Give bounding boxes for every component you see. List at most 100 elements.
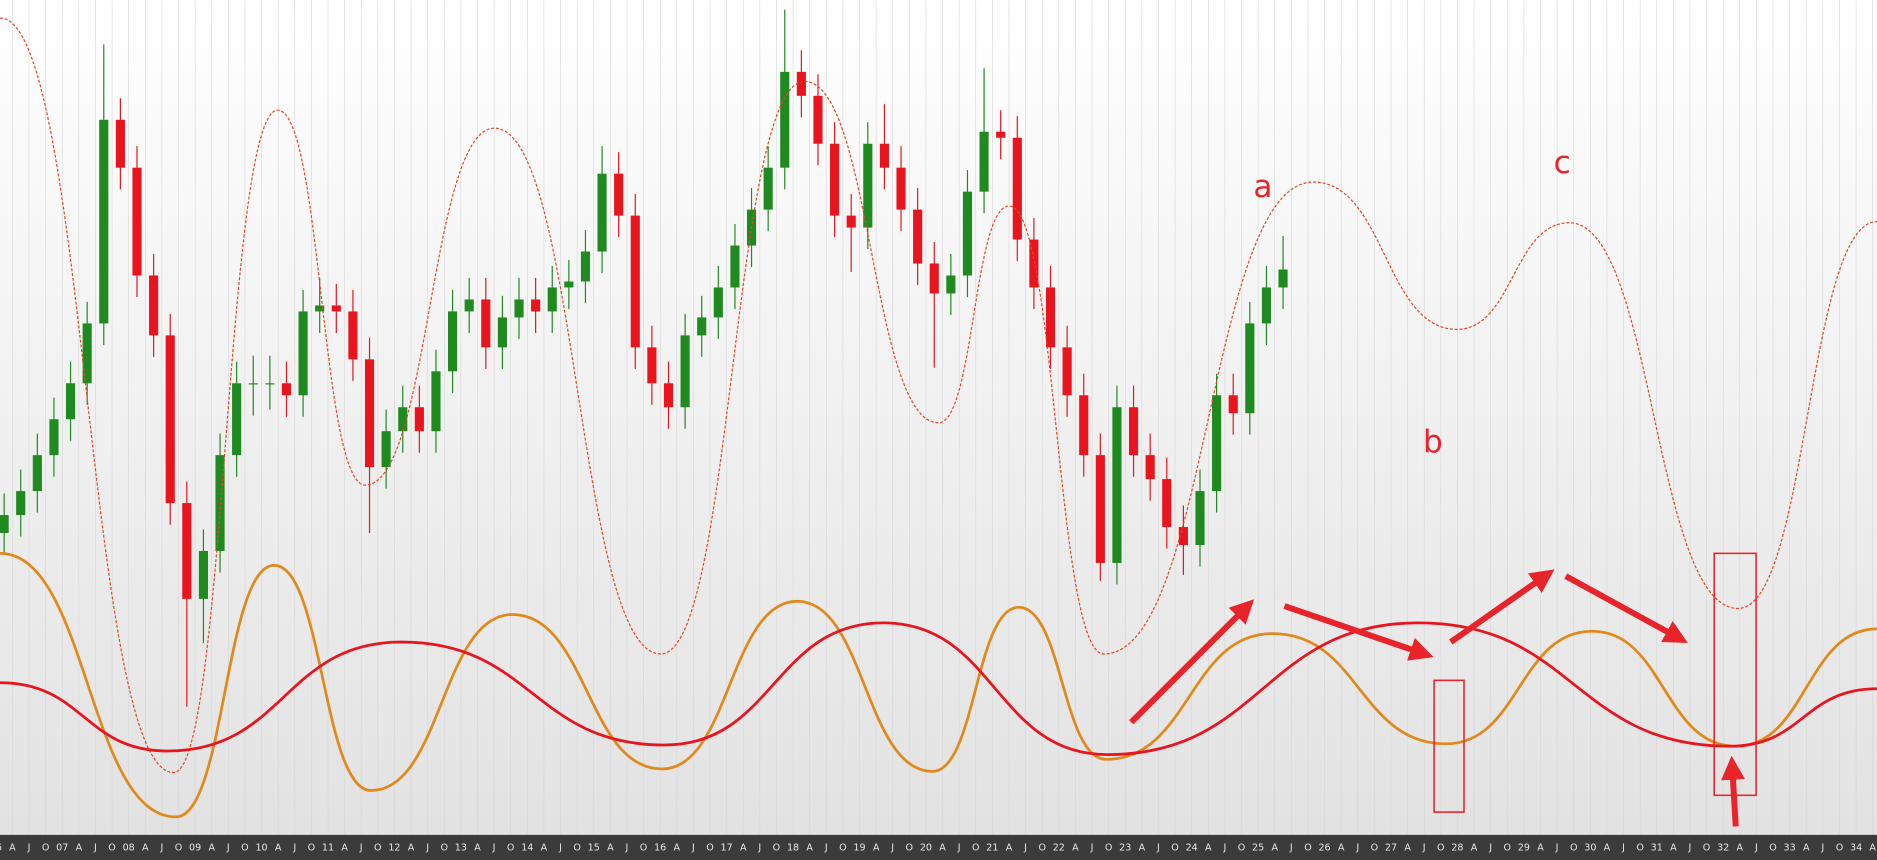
x-tick-label: O bbox=[640, 843, 648, 854]
candle-body bbox=[398, 407, 408, 432]
x-tick-label: O bbox=[1038, 843, 1046, 854]
x-tick-label: J bbox=[1355, 843, 1359, 854]
candle-body bbox=[497, 317, 507, 348]
x-tick-label: 29 bbox=[1518, 843, 1530, 854]
x-tick-label: A bbox=[806, 843, 813, 854]
candle-body bbox=[1045, 287, 1056, 348]
candle-body bbox=[281, 383, 292, 396]
x-tick-label: 22 bbox=[1053, 843, 1065, 854]
candle-body bbox=[1245, 323, 1255, 414]
candle-body bbox=[65, 383, 76, 420]
x-tick-label: A bbox=[474, 843, 481, 854]
candle-body bbox=[115, 119, 125, 168]
x-tick-label: A bbox=[1604, 843, 1611, 854]
cycle-line bbox=[0, 551, 1877, 819]
x-tick-label: O bbox=[972, 843, 980, 854]
x-tick-label: 32 bbox=[1717, 843, 1729, 854]
candle-body bbox=[796, 71, 806, 96]
candle-body bbox=[16, 491, 26, 516]
x-tick-label: O bbox=[773, 843, 781, 854]
x-tick-label: J bbox=[159, 843, 163, 854]
x-tick-label: J bbox=[1621, 843, 1625, 854]
cycle-line bbox=[0, 621, 1877, 756]
x-tick-label: 21 bbox=[986, 843, 998, 854]
annotations: a b c bbox=[1253, 145, 1570, 460]
x-tick-label: J bbox=[957, 843, 961, 854]
x-tick-label: A bbox=[1072, 843, 1079, 854]
arrow bbox=[1283, 603, 1434, 661]
candle-body bbox=[348, 311, 358, 360]
x-tick-label: 13 bbox=[455, 843, 467, 854]
x-tick-label: J bbox=[1754, 843, 1758, 854]
arrow bbox=[1449, 569, 1555, 645]
candle-body bbox=[1178, 527, 1188, 545]
x-tick-label: O bbox=[507, 843, 515, 854]
candle-body bbox=[182, 503, 192, 599]
candle-body bbox=[99, 119, 109, 324]
x-tick-label: J bbox=[93, 843, 97, 854]
x-tick-label: 16 bbox=[654, 843, 666, 854]
x-tick-label: J bbox=[824, 843, 828, 854]
x-tick-label: 15 bbox=[588, 843, 600, 854]
x-tick-label: A bbox=[1139, 843, 1146, 854]
x-tick-label: 12 bbox=[388, 843, 400, 854]
arrows bbox=[1129, 569, 1745, 827]
x-tick-label: J bbox=[1222, 843, 1226, 854]
highlight-boxes bbox=[1433, 552, 1757, 813]
candle-body bbox=[315, 305, 325, 312]
candle-body bbox=[547, 287, 557, 312]
x-tick-label: 23 bbox=[1119, 843, 1131, 854]
x-tick-label: 24 bbox=[1186, 843, 1198, 854]
highlight-box bbox=[1713, 552, 1757, 797]
candle-body bbox=[663, 383, 674, 408]
x-tick-label: 08 bbox=[123, 843, 135, 854]
candle-body bbox=[680, 335, 690, 408]
x-tick-label: A bbox=[76, 843, 83, 854]
x-tick-label: A bbox=[1737, 843, 1744, 854]
candles bbox=[0, 9, 1288, 707]
x-tick-label: O bbox=[42, 843, 50, 854]
x-tick-label: A bbox=[1404, 843, 1411, 854]
candle-body bbox=[1278, 269, 1288, 288]
candle-body bbox=[730, 245, 740, 288]
x-axis-bar bbox=[0, 834, 1877, 860]
candle-body bbox=[1261, 287, 1272, 324]
arrow bbox=[1564, 573, 1688, 644]
candle-body bbox=[1079, 395, 1089, 456]
x-tick-label: 28 bbox=[1451, 843, 1463, 854]
x-tick-label: J bbox=[292, 843, 296, 854]
candle-body bbox=[780, 71, 790, 168]
x-tick-label: A bbox=[408, 843, 415, 854]
candle-body bbox=[414, 407, 424, 432]
x-tick-label: 19 bbox=[853, 843, 865, 854]
candle-body bbox=[763, 167, 773, 210]
candle-body bbox=[481, 299, 491, 348]
x-tick-label: J bbox=[1555, 843, 1559, 854]
highlight-box bbox=[1433, 679, 1465, 813]
x-tick-label: O bbox=[108, 843, 116, 854]
cycle-lines bbox=[0, 17, 1877, 819]
x-tick-label: 06 bbox=[0, 843, 2, 854]
x-tick-label: 10 bbox=[255, 843, 267, 854]
x-tick-label: 26 bbox=[1318, 843, 1330, 854]
x-tick-label: O bbox=[241, 843, 249, 854]
x-tick-label: A bbox=[873, 843, 880, 854]
x-tick-label: O bbox=[573, 843, 581, 854]
candle-body bbox=[962, 191, 973, 276]
candle-body bbox=[830, 143, 840, 216]
x-tick-label: O bbox=[1437, 843, 1445, 854]
x-tick-label: 14 bbox=[521, 843, 533, 854]
x-tick-label: A bbox=[1205, 843, 1212, 854]
x-tick-label: O bbox=[706, 843, 714, 854]
candle-body bbox=[879, 143, 889, 168]
x-tick-label: A bbox=[341, 843, 348, 854]
candle-body bbox=[298, 311, 308, 396]
x-tick-label: O bbox=[1836, 843, 1844, 854]
x-tick-label: O bbox=[374, 843, 382, 854]
x-tick-label: A bbox=[674, 843, 681, 854]
annotation: c bbox=[1554, 145, 1571, 181]
x-tick-label: O bbox=[1171, 843, 1179, 854]
plot-background bbox=[0, 0, 1877, 835]
x-tick-label: 33 bbox=[1784, 843, 1796, 854]
